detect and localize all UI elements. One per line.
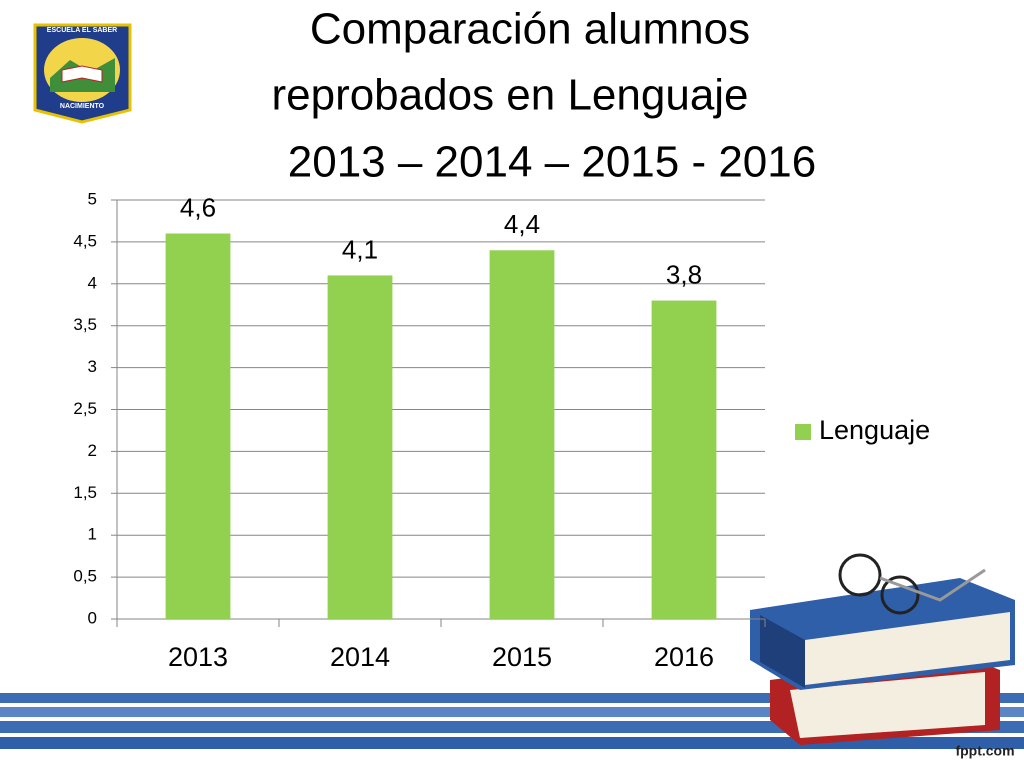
y-tick-label: 1,5	[73, 483, 97, 502]
logo-text: NACIMIENTO	[60, 103, 105, 110]
bar	[327, 275, 393, 619]
legend-label: Lenguaje	[819, 415, 930, 445]
logo: ESCUELA EL SABER NACIMIENTO	[33, 23, 132, 124]
y-tick-label: 3	[88, 357, 97, 376]
bar	[165, 233, 231, 619]
stripe	[0, 693, 1024, 703]
books-illustration	[750, 553, 1015, 745]
stripe	[0, 721, 1024, 733]
y-tick-label: 0	[88, 608, 97, 627]
y-tick-label: 1	[88, 525, 97, 544]
x-tick-label: 2014	[330, 642, 390, 672]
y-tick-label: 0,5	[73, 567, 97, 586]
y-tick-label: 5	[88, 189, 97, 208]
data-label: 3,8	[666, 259, 702, 289]
data-label: 4,4	[504, 209, 540, 239]
chart-title: Comparación alumnos	[310, 5, 750, 54]
y-tick-label: 4,5	[73, 231, 97, 250]
y-tick-label: 3,5	[73, 315, 97, 334]
x-tick-label: 2013	[168, 642, 228, 672]
logo-text: ESCUELA EL SABER	[47, 27, 117, 34]
x-tick-label: 2016	[654, 642, 714, 672]
stripe	[0, 707, 1024, 717]
y-tick-label: 2	[88, 441, 97, 460]
data-label: 4,1	[342, 234, 378, 264]
data-label: 4,6	[180, 192, 216, 222]
chart-title: reprobados en Lenguaje	[271, 71, 748, 120]
bar	[489, 250, 555, 619]
stripe	[0, 737, 1024, 749]
bar	[651, 300, 717, 619]
y-tick-label: 2,5	[73, 399, 97, 418]
watermark: fppt.com	[955, 743, 1014, 759]
y-tick-label: 4	[88, 273, 97, 292]
chart-title: 2013 – 2014 – 2015 - 2016	[288, 138, 816, 187]
legend-swatch	[795, 424, 811, 440]
x-tick-label: 2015	[492, 642, 552, 672]
